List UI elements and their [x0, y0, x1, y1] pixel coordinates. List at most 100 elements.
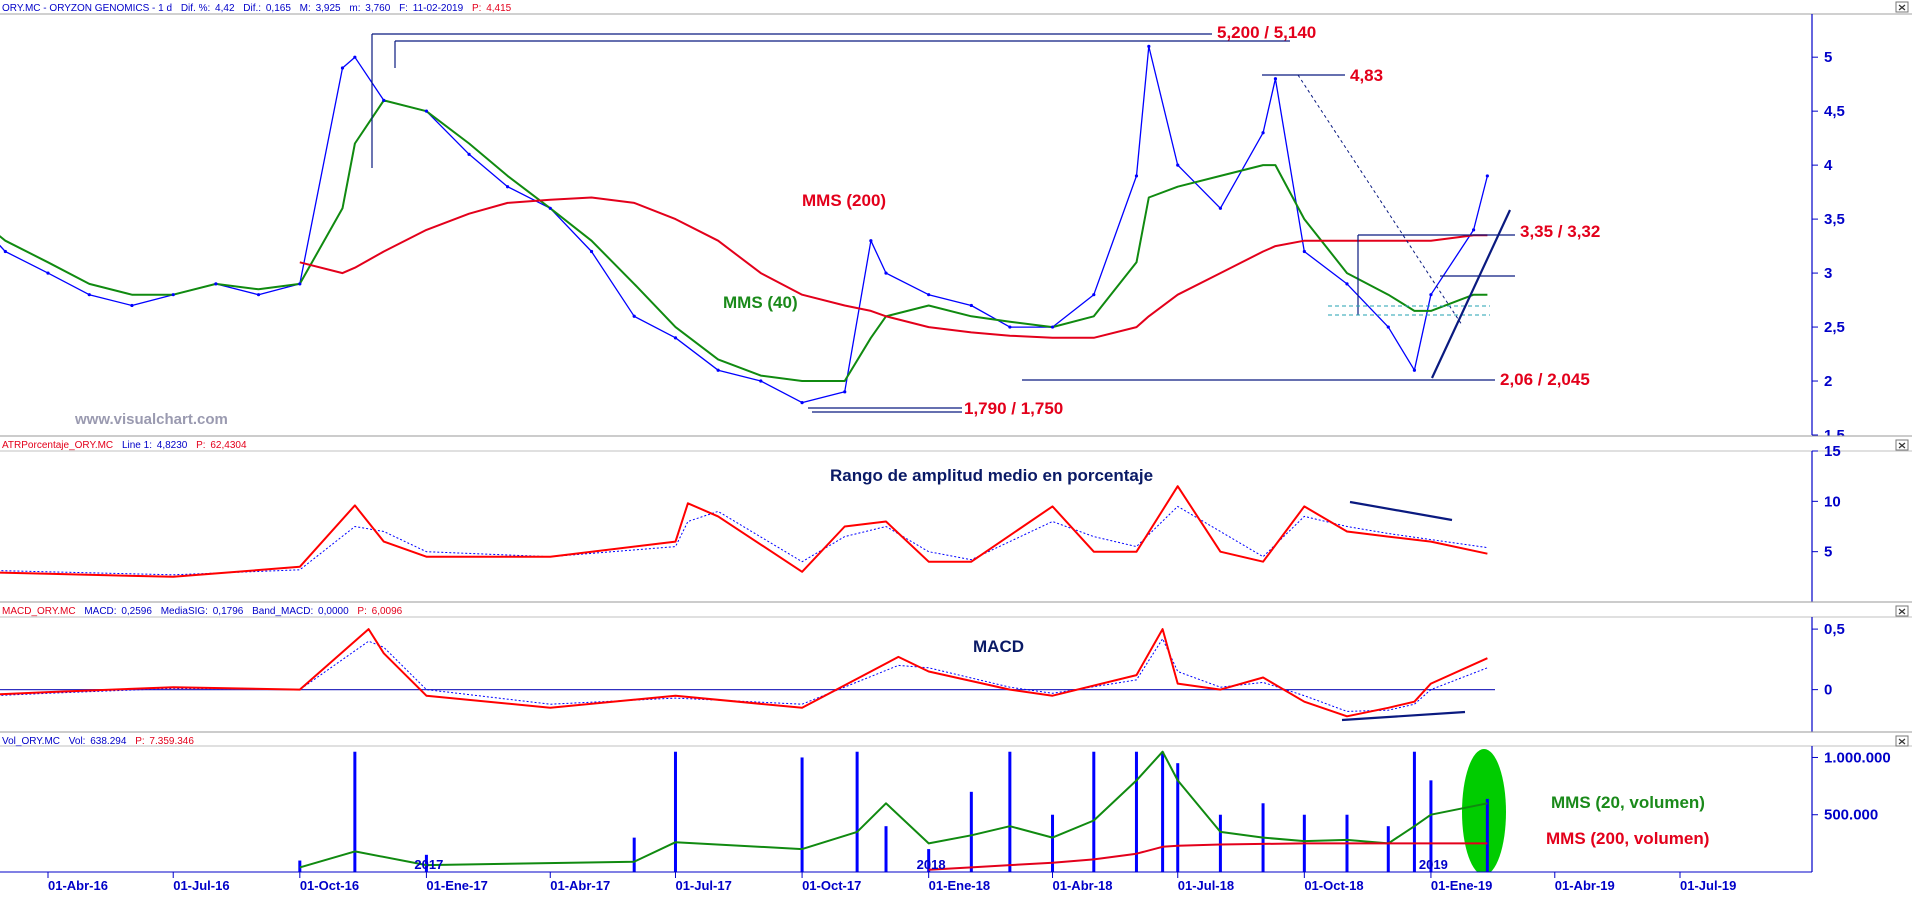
high-label: 5,200 / 5,140	[1217, 23, 1316, 42]
price-point	[340, 66, 345, 70]
price-point	[1429, 293, 1433, 297]
price-point	[1218, 206, 1222, 210]
volume-bar	[1218, 814, 1222, 872]
mms40-label: MMS (40)	[723, 293, 798, 312]
x-tick-label: 01-Oct-16	[300, 878, 359, 892]
mms200-line	[299, 196, 1488, 339]
mms200-label: MMS (200)	[802, 191, 886, 210]
vol-ma20-label: MMS (20, volumen)	[1551, 793, 1705, 812]
x-tick-label: 01-Jul-18	[1178, 878, 1234, 892]
x-tick-label: 01-Abr-16	[48, 878, 108, 892]
price-point	[800, 401, 804, 405]
volume-bar	[1051, 814, 1055, 872]
year-markers: 2017 2018 2019	[414, 857, 1447, 872]
macd-title: MACD	[973, 637, 1024, 656]
price-point	[548, 206, 552, 210]
macd-panel: MACD_ORY.MC MACD: 0,2596 MediaSIG: 0,179…	[0, 601, 1912, 732]
price-point	[3, 249, 7, 254]
volume-bar	[1429, 780, 1433, 872]
watermark: www.visualchart.com	[74, 411, 228, 428]
x-tick-label: 01-Jul-17	[675, 878, 731, 892]
vol-y-tick-label: 1.000.000	[1824, 749, 1891, 766]
volume-bar	[673, 751, 677, 872]
price-point	[1471, 228, 1476, 232]
price-point	[1261, 131, 1265, 135]
resistance-label: 3,35 / 3,32	[1520, 222, 1600, 241]
price-y-tick-label: 3,5	[1824, 211, 1845, 228]
macd-y-axis: 0,50	[1812, 621, 1845, 699]
macd-close-button[interactable]	[1895, 605, 1909, 617]
volume-close-button[interactable]	[1895, 735, 1909, 747]
year-marker: 2019	[1419, 857, 1448, 872]
price-point	[673, 336, 678, 340]
price-point	[927, 293, 931, 297]
volume-bar	[1134, 751, 1138, 872]
price-point	[1345, 282, 1349, 286]
price-point	[424, 109, 429, 113]
atr-trendline	[1349, 500, 1453, 522]
year-marker: 2018	[917, 857, 946, 872]
x-tick-label: 01-Oct-17	[802, 878, 861, 892]
volume-bar	[1092, 751, 1096, 872]
price-levels	[371, 33, 1515, 413]
atr-signal-line	[0, 505, 1488, 576]
macd-trendline	[1341, 710, 1466, 722]
volume-bar	[424, 854, 428, 872]
macd-signal-line	[0, 638, 1488, 712]
x-tick-label: 01-Ene-19	[1431, 878, 1492, 892]
x-tick-label: 01-Abr-17	[550, 878, 610, 892]
atr-panel: ATRPorcentaje_ORY.MC Line 1: 4,8230 P: 6…	[0, 435, 1912, 602]
price-point	[353, 55, 357, 59]
atr-y-tick-label: 5	[1824, 544, 1832, 561]
price-close-button[interactable]	[1895, 1, 1909, 13]
price-point	[632, 314, 636, 318]
price-point	[1485, 174, 1489, 178]
price-point	[171, 293, 175, 297]
volume-bar	[855, 751, 859, 872]
price-point	[382, 98, 386, 102]
price-point	[1050, 325, 1055, 329]
x-tick-label: 01-Ene-17	[426, 878, 487, 892]
price-point	[1008, 325, 1012, 329]
price-point	[1302, 249, 1306, 254]
price-point	[759, 379, 763, 383]
vol-ma200-line	[928, 842, 1488, 871]
atr-close-button[interactable]	[1895, 439, 1909, 451]
vol-ma200-label: MMS (200, volumen)	[1546, 829, 1709, 848]
price-point	[87, 293, 91, 297]
macd-header: MACD_ORY.MC MACD: 0,2596 MediaSIG: 0,179…	[2, 606, 403, 617]
atr-header: ATRPorcentaje_ORY.MC Line 1: 4,8230 P: 6…	[2, 440, 247, 451]
volume-bar	[800, 757, 804, 872]
volume-bar	[969, 791, 973, 872]
price-point	[969, 303, 973, 308]
atr-y-tick-label: 10	[1824, 493, 1841, 510]
price-y-tick-label: 2	[1824, 373, 1832, 390]
year-marker: 2017	[414, 857, 443, 872]
volume-panel: Vol_ORY.MC Vol: 638.294 P: 7.359.346 1.0…	[0, 731, 1912, 875]
price-point	[716, 368, 720, 372]
price-point	[214, 282, 218, 286]
volume-bar	[1176, 763, 1180, 872]
volume-bar	[927, 849, 931, 872]
volume-bar	[298, 860, 302, 872]
volume-highlight-ellipse	[1462, 749, 1506, 875]
price-point	[1273, 77, 1278, 81]
volume-bar	[1412, 751, 1416, 872]
price-point	[46, 271, 50, 275]
volume-plot	[298, 750, 1489, 872]
macd-line	[0, 628, 1488, 718]
price-y-tick-label: 2,5	[1824, 319, 1845, 336]
price-point	[506, 185, 510, 189]
atr-title: Rango de amplitud medio en porcentaje	[830, 466, 1153, 485]
price-point	[1176, 163, 1180, 167]
support-label: 2,06 / 2,045	[1500, 370, 1590, 389]
volume-bar	[1008, 751, 1012, 872]
low-label: 1,790 / 1,750	[964, 399, 1063, 418]
macd-y-tick-label: 0,5	[1824, 621, 1845, 638]
price-point	[589, 249, 594, 254]
volume-bar	[1485, 798, 1489, 872]
atr-plot	[0, 485, 1488, 578]
macd-plot	[0, 628, 1495, 718]
